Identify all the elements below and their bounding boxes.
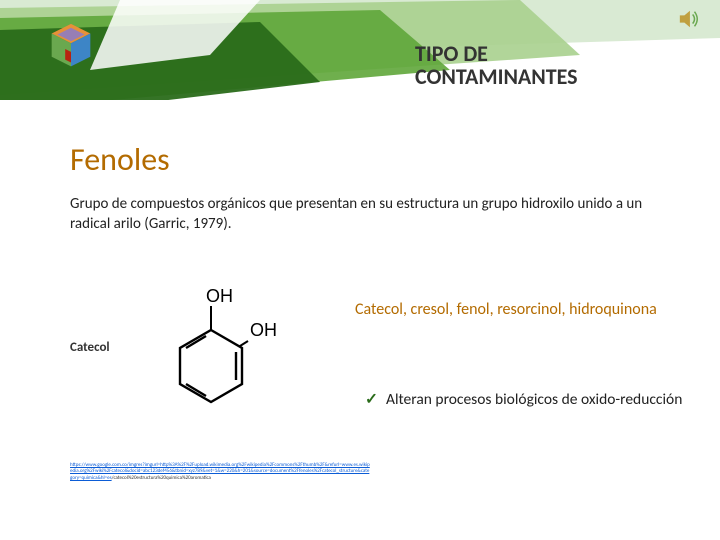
catecol-structure: OH OH bbox=[148, 288, 278, 443]
logo-cube bbox=[42, 20, 100, 78]
source-tail: /catecol%20estructura%20quimica%20aromat… bbox=[112, 475, 211, 481]
speaker-icon[interactable] bbox=[678, 8, 700, 30]
molecule-label: Catecol bbox=[70, 340, 110, 355]
band-svg bbox=[0, 0, 720, 100]
bullet-text: Alteran procesos biológicos de oxido-red… bbox=[386, 390, 682, 409]
bullet-effect: ✓ Alteran procesos biológicos de oxido-re… bbox=[365, 390, 685, 409]
source-citation: https://www.google.com.co/imgres?imgurl=… bbox=[70, 462, 370, 481]
examples-list: Catecol, cresol, fenol, resorcinol, hidr… bbox=[355, 300, 657, 319]
header-band bbox=[0, 0, 720, 100]
oh-label-1: OH bbox=[206, 288, 233, 306]
page-title: TIPO DE CONTAMINANTES bbox=[415, 42, 578, 88]
title-line2: CONTAMINANTES bbox=[415, 63, 578, 90]
oh-label-2: OH bbox=[250, 320, 277, 340]
check-icon: ✓ bbox=[365, 390, 378, 409]
body-text: Grupo de compuestos orgánicos que presen… bbox=[70, 195, 660, 234]
slide: TIPO DE CONTAMINANTES Fenoles Grupo de c… bbox=[0, 0, 720, 540]
section-title: Fenoles bbox=[70, 140, 170, 179]
